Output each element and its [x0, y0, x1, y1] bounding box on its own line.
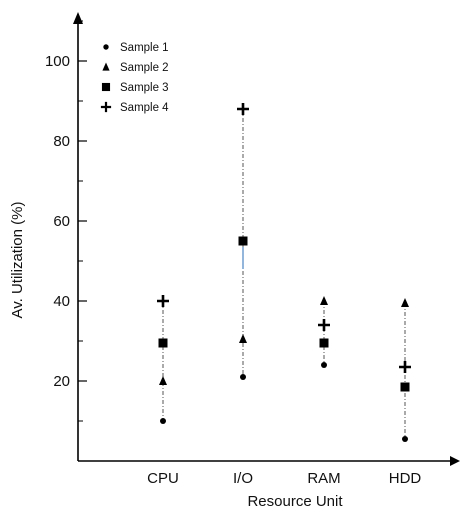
legend: Sample 1 Sample 2 Sample 3 Sample 4: [100, 42, 169, 114]
legend-label-4: Sample 4: [120, 102, 169, 114]
x-axis: Resource Unit: [78, 456, 460, 510]
point-sample-3-hdd: [400, 382, 410, 392]
point-sample-3-cpu: [158, 338, 168, 348]
point-sample-4-io: [237, 103, 249, 115]
legend-marker-3: [101, 82, 111, 92]
y-tick-label-100: 100: [45, 53, 70, 70]
legend-label-2: Sample 2: [120, 62, 169, 74]
point-sample-2-ram: [320, 296, 328, 305]
point-sample-1-ram: [321, 362, 327, 368]
point-sample-2-io: [239, 334, 247, 343]
dashed-lines: [162, 109, 406, 439]
y-axis-title: Av. Utilization (%): [9, 202, 26, 319]
x-axis-title: Resource Unit: [247, 493, 343, 510]
point-sample-1-hdd: [402, 436, 408, 442]
point-sample-4-ram: [318, 319, 330, 331]
markers: [157, 103, 411, 442]
point-sample-4-hdd: [399, 361, 411, 373]
legend-marker-1: [103, 44, 109, 50]
point-sample-4-cpu: [157, 295, 169, 307]
legend-marker-2: [102, 62, 110, 71]
legend-label-1: Sample 1: [120, 42, 169, 54]
y-tick-label-80: 80: [53, 133, 70, 150]
y-tick-label-40: 40: [53, 293, 70, 310]
x-label-hdd: HDD: [389, 470, 422, 487]
y-axis-arrow: [73, 12, 83, 24]
x-label-io: I/O: [233, 470, 253, 487]
y-tick-label-60: 60: [53, 213, 70, 230]
x-axis-arrow: [450, 456, 460, 466]
point-sample-1-io: [240, 374, 246, 380]
x-category-labels: CPU I/O RAM HDD: [147, 470, 421, 487]
point-sample-2-cpu: [159, 376, 167, 385]
x-label-ram: RAM: [307, 470, 340, 487]
point-sample-1-cpu: [160, 418, 166, 424]
legend-marker-4: [100, 101, 112, 113]
y-axis: Av. Utilization (%): [9, 12, 83, 461]
point-sample-3-ram: [319, 338, 329, 348]
legend-label-3: Sample 3: [120, 82, 169, 94]
y-tick-label-20: 20: [53, 373, 70, 390]
point-sample-3-io: [238, 236, 248, 246]
x-label-cpu: CPU: [147, 470, 179, 487]
y-ticks: 20 40 60 80 100: [45, 20, 87, 422]
point-sample-2-hdd: [401, 298, 409, 307]
